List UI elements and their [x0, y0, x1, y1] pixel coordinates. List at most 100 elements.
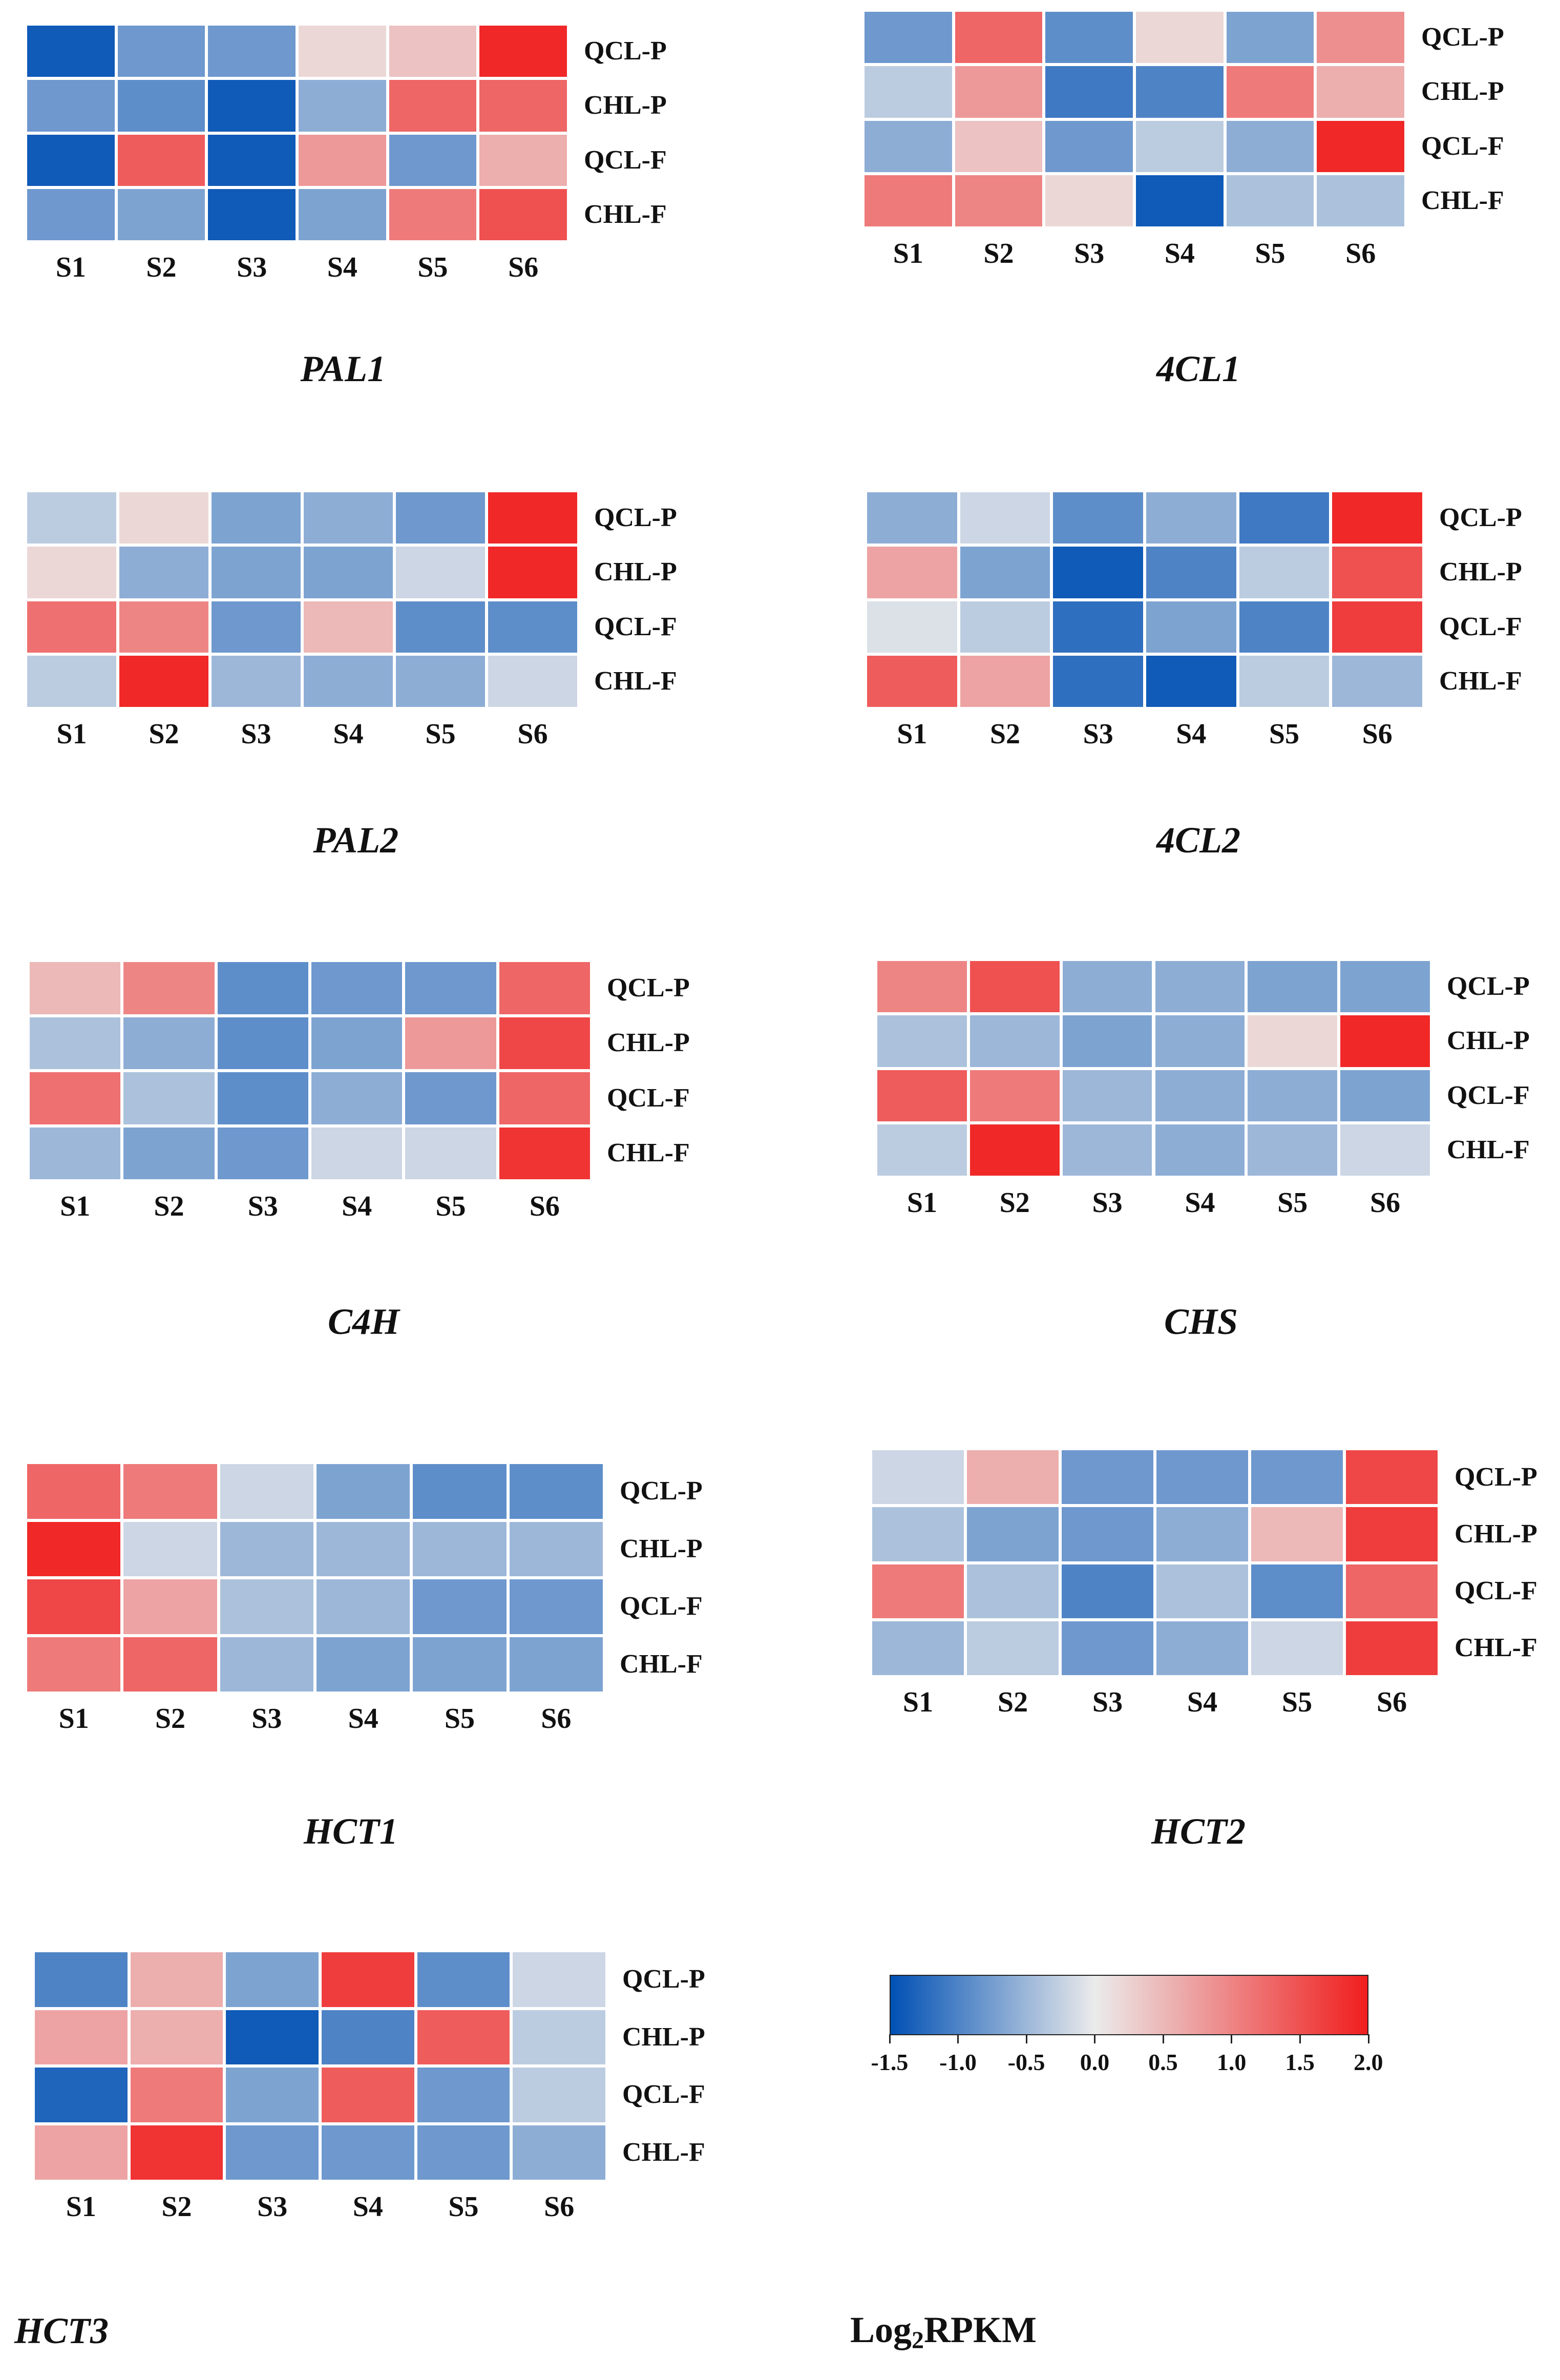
heatmap-cell: [116, 133, 207, 187]
heatmap-cell: [487, 654, 579, 708]
heatmap-cell: [871, 1619, 965, 1677]
heatmap-cell: [28, 1015, 122, 1071]
heatmap-cell: [1060, 1619, 1155, 1677]
heatmap-cell: [1225, 65, 1316, 119]
heatmap-cell: [1155, 1506, 1250, 1563]
column-label: S5: [1281, 1686, 1313, 1718]
row-label: CHL-F: [1454, 1633, 1537, 1663]
column-label: S1: [902, 1686, 934, 1718]
column-label: S5: [435, 1191, 466, 1222]
heatmap-cell: [315, 1520, 412, 1578]
row-label: QCL-P: [622, 1965, 705, 1994]
heatmap-hct1: QCL-P CHL-P QCL-F CHL-F S1 S2 S3 S4 S5 S6: [26, 1463, 758, 1744]
row-label: QCL-F: [620, 1592, 703, 1621]
row-label: QCL-F: [622, 2080, 705, 2110]
heatmap-cell: [1237, 599, 1331, 654]
row-label: CHL-P: [1439, 557, 1522, 587]
heatmap-cell: [411, 1463, 508, 1520]
heatmap-cell: [508, 1578, 604, 1636]
heatmap-cell: [511, 1951, 607, 2009]
heatmap-cell: [216, 1015, 310, 1071]
column-label: S3: [241, 718, 271, 750]
heatmap-cell: [210, 599, 302, 654]
heatmap-cell: [28, 1071, 122, 1126]
heatmap-cell: [863, 173, 954, 228]
heatmap-cell: [965, 1506, 1060, 1563]
column-label: S3: [1092, 1187, 1123, 1219]
heatmap-cell: [206, 78, 297, 133]
row-label: CHL-F: [620, 1649, 703, 1679]
column-label: S1: [58, 1703, 89, 1735]
heatmap-cell: [866, 491, 959, 546]
heatmap-cell: [1145, 545, 1238, 600]
row-label: CHL-P: [607, 1028, 690, 1058]
heatmap-cell: [1246, 1122, 1339, 1177]
heatmap-cell: [1145, 599, 1238, 654]
row-label: QCL-F: [607, 1083, 690, 1113]
heatmap-cell: [863, 10, 954, 65]
heatmap-cell: [33, 1951, 129, 2009]
heatmap-cell: [1153, 1068, 1247, 1123]
heatmap-cell: [1250, 1562, 1344, 1620]
heatmap-cell: [1134, 119, 1225, 174]
heatmap-cell: [210, 654, 302, 708]
heatmap-cell: [310, 1071, 404, 1126]
heatmap-cell: [224, 1951, 320, 2009]
heatmap-cell: [876, 959, 968, 1014]
heatmap-cell: [1044, 65, 1134, 119]
heatmap-cell: [1134, 65, 1225, 119]
heatmap-cell: [1225, 173, 1316, 228]
heatmap-cell: [216, 961, 310, 1016]
column-label: S6: [1345, 238, 1376, 269]
colorbar-tick-label: 1.5: [1285, 2049, 1315, 2075]
heatmap-cell: [1246, 959, 1339, 1014]
column-label: S4: [333, 718, 364, 750]
heatmap-cell: [1225, 119, 1316, 174]
heatmap-cell: [953, 65, 1044, 119]
heatmap-cell: [478, 133, 568, 187]
heatmap-cell: [1145, 654, 1238, 708]
heatmap-cell: [394, 491, 487, 546]
heatmap-cell: [26, 1635, 122, 1693]
heatmap-cell: [1315, 119, 1406, 174]
gene-title-4cl1: 4CL1: [1156, 348, 1241, 389]
heatmap-cell: [387, 133, 478, 187]
colorbar-tick-label: 0.0: [1080, 2049, 1110, 2075]
heatmap-cell: [415, 2066, 512, 2124]
row-label: QCL-F: [1439, 612, 1522, 641]
heatmap-cell: [33, 2008, 129, 2066]
heatmap-cell: [28, 1125, 122, 1181]
row-label: QCL-P: [620, 1476, 703, 1506]
row-label: CHL-P: [622, 2022, 705, 2052]
colorbar-tick: [1367, 2034, 1369, 2043]
heatmap-cell: [387, 78, 478, 133]
heatmap-cell: [1134, 10, 1225, 65]
heatmap-cell: [28, 961, 122, 1016]
heatmap-cell: [497, 1125, 592, 1181]
heatmap-cell: [478, 78, 568, 133]
heatmap-cell: [310, 961, 404, 1016]
heatmap-cell: [122, 1578, 219, 1636]
row-label: CHL-F: [1447, 1135, 1530, 1164]
heatmap-cell: [394, 654, 487, 708]
heatmap-cell: [1339, 1122, 1431, 1177]
heatmap-cell: [302, 545, 394, 600]
heatmap-cell: [876, 1068, 968, 1123]
heatmap-cell: [224, 2008, 320, 2066]
heatmap-cell: [1339, 1068, 1431, 1123]
column-label: S1: [60, 1191, 91, 1222]
row-label: QCL-F: [584, 145, 667, 175]
heatmap-cell: [1060, 1449, 1155, 1506]
heatmap-cell: [1153, 959, 1247, 1014]
heatmap-cell: [508, 1635, 604, 1693]
heatmap-cell: [415, 2008, 512, 2066]
heatmap-cell: [320, 2123, 416, 2181]
heatmap-cell: [1145, 491, 1238, 546]
heatmap-cell: [1044, 119, 1134, 174]
column-label: S5: [417, 252, 448, 283]
heatmap-cell: [953, 119, 1044, 174]
heatmap-cell: [1051, 491, 1145, 546]
column-label: S4: [342, 1191, 372, 1222]
column-label: S6: [541, 1703, 572, 1735]
colorbar-tick: [957, 2034, 959, 2043]
